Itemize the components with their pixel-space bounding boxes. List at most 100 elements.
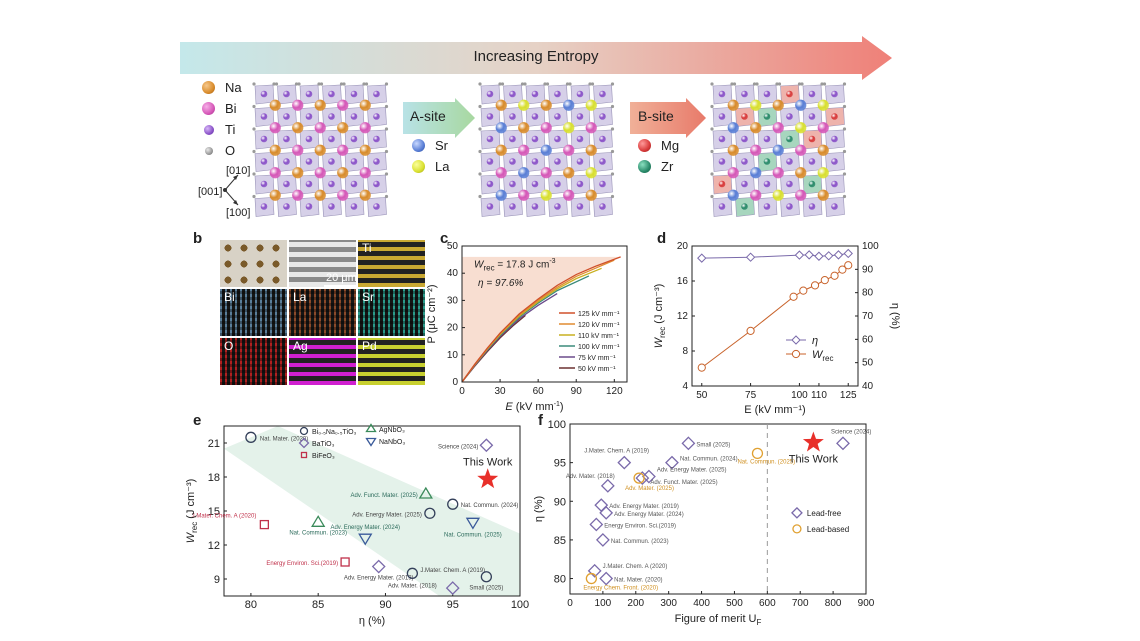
eds-map-label: La [293, 290, 307, 304]
b-site-atom [531, 203, 539, 210]
point-label: Nat. Commun. (2023) [611, 539, 669, 545]
a-site-atom [563, 167, 575, 179]
a-site-atom [292, 189, 304, 201]
oxygen-atom [384, 172, 389, 176]
a-site-atom [540, 167, 552, 179]
b-site-atom [283, 158, 290, 165]
b-site-atom [486, 158, 494, 165]
b-site-atom [305, 113, 313, 120]
point-label: Adv. Energy Mater. (2024) [330, 525, 400, 531]
a-site-atom [772, 167, 784, 179]
b-site-atom [763, 113, 771, 120]
b-site-atom [741, 203, 748, 210]
eds-map-label: O [224, 339, 234, 353]
b-site-atom [328, 90, 335, 98]
b-site-atom [554, 180, 561, 188]
wrec-marker [838, 265, 847, 274]
eds-map-tile: Ti [358, 240, 425, 287]
b-site-atom [718, 180, 726, 188]
b-site-atom [305, 158, 313, 165]
eta-marker [794, 250, 805, 260]
oxygen-atom [252, 149, 256, 154]
legend-label: 50 kV mm⁻¹ [578, 366, 616, 373]
point-label: Science (2024) [831, 429, 871, 435]
la-ball-icon [412, 160, 425, 173]
y-right-tick-label: 70 [862, 311, 874, 322]
b-site-atom [531, 135, 539, 143]
oxygen-atom [543, 82, 547, 86]
o-ball-icon [205, 146, 213, 155]
b-site-atom [531, 90, 539, 98]
oxygen-atom [478, 82, 482, 86]
oxygen-atom [565, 82, 570, 86]
oxygen-atom [710, 82, 714, 86]
this-work-label: This Work [463, 456, 513, 468]
lattice-b-site [710, 82, 847, 217]
x-tick-label: 300 [660, 598, 677, 609]
oxygen-atom [339, 82, 344, 86]
oxygen-atom [384, 194, 389, 199]
b-site-atom [328, 135, 335, 143]
b-site-atom [509, 203, 516, 210]
point-label: Nat. Mater. (2020) [260, 436, 308, 442]
b-site-atom [260, 180, 268, 188]
point-label: Nat. Commun. (2024) [461, 503, 519, 509]
point-label: Energy Environ. Sci.(2019) [266, 561, 338, 567]
x-tick-label: 110 [811, 390, 827, 401]
b-site-atom [741, 90, 748, 98]
oxygen-atom [252, 82, 256, 86]
b-site-atom [486, 90, 494, 98]
data-point [358, 533, 373, 546]
y-tick-label: 100 [548, 419, 566, 431]
point-label: Adv. Mater. (2025) [625, 486, 674, 492]
point-label: Adv. Mater. (2018) [566, 474, 615, 480]
a-site-atom [540, 122, 552, 134]
a-site-atom [337, 189, 349, 201]
axis-010: [010] [226, 165, 251, 177]
b-site-atom [831, 203, 838, 210]
legend-lead-based-label: Lead-based [807, 525, 849, 534]
panel-label-e: e [193, 412, 202, 429]
data-point [245, 431, 257, 443]
chart-c-annotation-w: Wrec = 17.8 J cm-3 [474, 258, 556, 272]
chart-d: 50 75 100 110 12548121620405060708090100ηWre… [653, 241, 900, 416]
oxygen-atom [730, 82, 734, 86]
a-site-atom [563, 144, 575, 156]
a-site-atom [817, 122, 829, 134]
oxygen-atom [842, 82, 847, 86]
b-site-atom [554, 135, 561, 143]
legend-lead-based-marker [792, 524, 802, 534]
b-site-atom [718, 158, 726, 165]
a-site-atom [540, 189, 552, 201]
lead-free-point [599, 505, 614, 520]
y-tick-label: 16 [677, 276, 689, 287]
point-label: Nat. Mater. (2020) [614, 578, 662, 584]
b-site-atom [350, 180, 358, 188]
b-site-atom [283, 135, 290, 143]
x-axis-label: E (kV mm-1) [505, 401, 563, 413]
b-site-atom [718, 90, 726, 98]
a-site-atom [817, 99, 829, 111]
data-point [479, 438, 494, 453]
a-site-atom [750, 99, 762, 111]
oxygen-atom [342, 82, 346, 86]
wrec-value: = 17.8 J cm [494, 259, 550, 271]
scale-bar [324, 285, 356, 287]
oxygen-atom [797, 82, 802, 86]
lead-free-point [599, 571, 614, 586]
a-site-atom [772, 144, 784, 156]
legend-lead-free-marker [791, 506, 803, 519]
a-site-atom [563, 99, 575, 111]
oxygen-atom [478, 172, 482, 176]
oxygen-atom [319, 82, 324, 86]
a-site-atom [269, 144, 281, 156]
b-site-atom [831, 113, 838, 120]
a-site-atom [518, 189, 530, 201]
b-site-atom [260, 113, 268, 120]
legend-o-label: O [225, 143, 236, 158]
b-site-atom [328, 203, 335, 210]
x-tick-label: 400 [693, 598, 710, 609]
a-site-atom [817, 144, 829, 156]
a-site-atom [359, 167, 371, 179]
oxygen-atom [252, 194, 256, 199]
